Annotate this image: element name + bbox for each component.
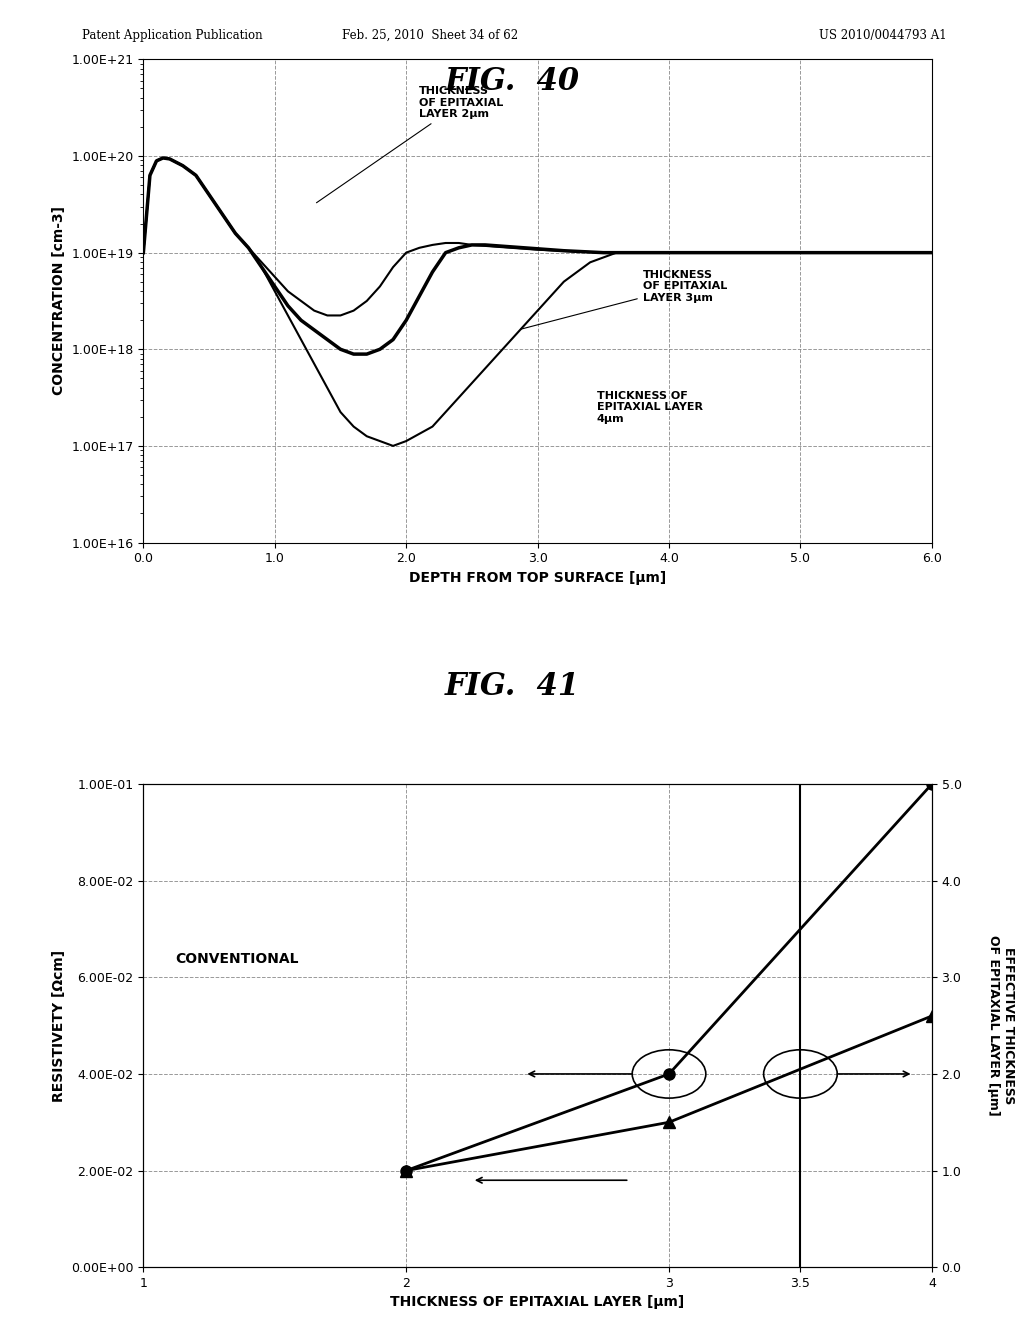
Text: Patent Application Publication: Patent Application Publication	[82, 29, 262, 42]
Text: Feb. 25, 2010  Sheet 34 of 62: Feb. 25, 2010 Sheet 34 of 62	[342, 29, 518, 42]
Text: FIG.  40: FIG. 40	[444, 66, 580, 96]
X-axis label: DEPTH FROM TOP SURFACE [μm]: DEPTH FROM TOP SURFACE [μm]	[409, 570, 667, 585]
Text: US 2010/0044793 A1: US 2010/0044793 A1	[819, 29, 947, 42]
Text: THICKNESS
OF EPITAXIAL
LAYER 3μm: THICKNESS OF EPITAXIAL LAYER 3μm	[520, 269, 727, 329]
X-axis label: THICKNESS OF EPITAXIAL LAYER [μm]: THICKNESS OF EPITAXIAL LAYER [μm]	[390, 1295, 685, 1309]
Text: THICKNESS OF
EPITAXIAL LAYER
4μm: THICKNESS OF EPITAXIAL LAYER 4μm	[597, 391, 702, 424]
Y-axis label: CONCENTRATION [cm-3]: CONCENTRATION [cm-3]	[52, 206, 66, 396]
Text: THICKNESS
OF EPITAXIAL
LAYER 2μm: THICKNESS OF EPITAXIAL LAYER 2μm	[316, 86, 504, 203]
Text: CONVENTIONAL: CONVENTIONAL	[175, 952, 298, 966]
Text: FIG.  41: FIG. 41	[444, 671, 580, 701]
Y-axis label: RESISTIVETY [Ωcm]: RESISTIVETY [Ωcm]	[51, 949, 66, 1102]
Y-axis label: EFFECTIVE THICKNESS
OF EPITAXIAL LAYER [μm]: EFFECTIVE THICKNESS OF EPITAXIAL LAYER […	[986, 936, 1015, 1115]
